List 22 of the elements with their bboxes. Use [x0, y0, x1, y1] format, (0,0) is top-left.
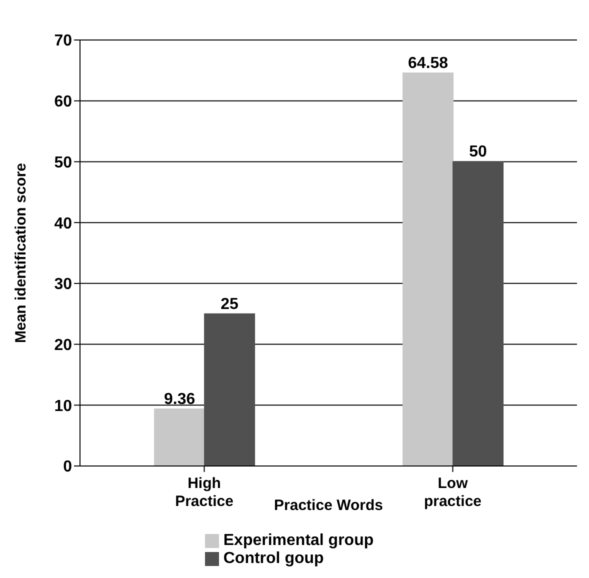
legend-label: Control goup	[223, 550, 324, 567]
y-tick-label: 40	[54, 215, 72, 232]
y-tick-label: 10	[54, 398, 72, 415]
bar	[154, 408, 206, 466]
data-label: 25	[220, 296, 239, 313]
y-tick-label: 20	[54, 336, 72, 354]
x-tick-label: High Practice	[175, 475, 234, 510]
legend-label: Experimental group	[223, 532, 374, 549]
x-tick-label: Low practice	[424, 475, 482, 510]
y-tick-label: 50	[54, 154, 72, 172]
bar	[402, 72, 454, 466]
data-label: 50	[469, 144, 488, 161]
y-tick-label: 60	[54, 94, 72, 111]
y-axis-title: Mean identification score	[12, 162, 30, 344]
x-axis-title: Practice Words	[274, 497, 383, 514]
y-tick-label: 0	[63, 458, 72, 476]
data-label: 64.58	[408, 54, 448, 72]
data-label: 9.36	[164, 391, 196, 408]
bar	[204, 313, 256, 466]
y-tick-label: 70	[54, 32, 72, 50]
bar	[452, 161, 504, 466]
y-tick-label: 30	[54, 276, 72, 294]
